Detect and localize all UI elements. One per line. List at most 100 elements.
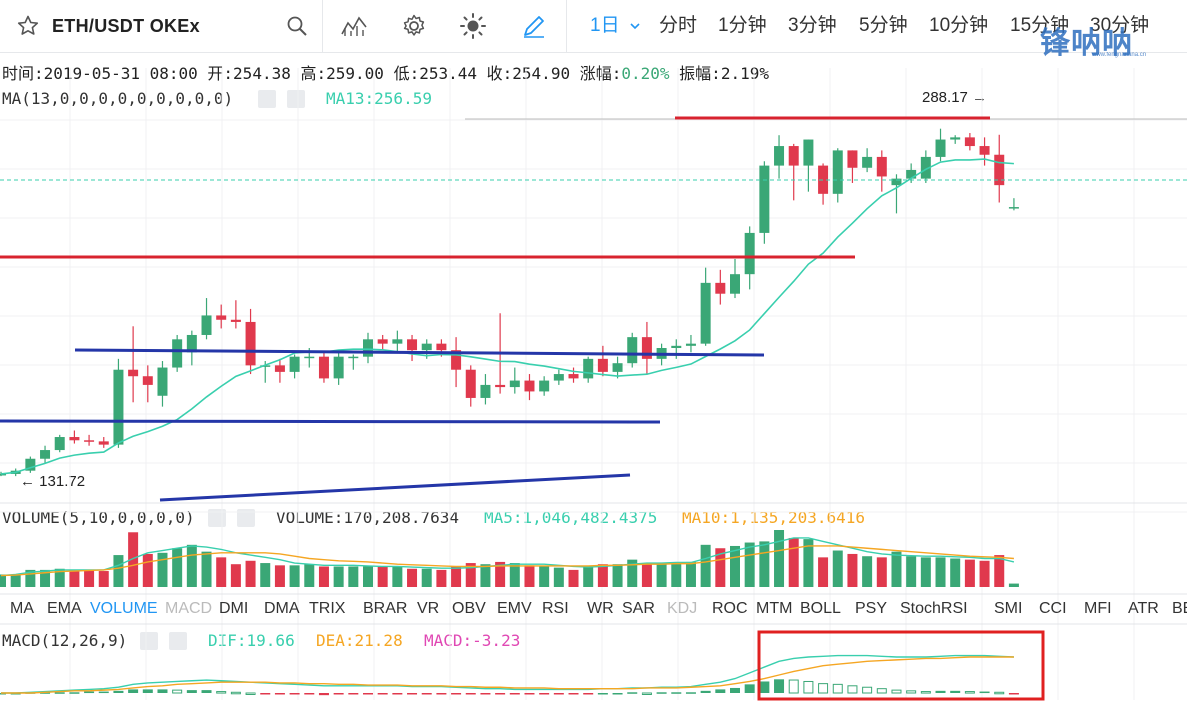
macd-close-icon[interactable] bbox=[169, 632, 187, 650]
macd-layer bbox=[0, 630, 1045, 701]
candle-body bbox=[553, 374, 564, 381]
macd-bar bbox=[480, 693, 491, 695]
volume-bar bbox=[480, 564, 491, 587]
tab-kdj[interactable]: KDJ bbox=[667, 600, 698, 617]
tab-emv[interactable]: EMV bbox=[497, 600, 532, 617]
interval-fenshi[interactable]: 分时 bbox=[659, 15, 698, 36]
macd-bar bbox=[113, 690, 124, 693]
macd-bar bbox=[671, 692, 682, 694]
interval-30min[interactable]: 30分钟 bbox=[1090, 15, 1150, 36]
settings-gear-icon[interactable] bbox=[401, 0, 427, 52]
candle-body bbox=[788, 146, 799, 166]
tab-cci[interactable]: CCI bbox=[1039, 600, 1067, 617]
candle-body bbox=[260, 365, 271, 367]
volume-bar bbox=[304, 564, 315, 587]
theme-sun-icon[interactable] bbox=[459, 0, 487, 52]
macd-bar bbox=[627, 692, 638, 694]
tab-atr[interactable]: ATR bbox=[1128, 600, 1159, 617]
tab-ema[interactable]: EMA bbox=[47, 600, 82, 617]
tab-dmi[interactable]: DMI bbox=[219, 600, 249, 617]
volume-bar bbox=[524, 565, 535, 587]
volume-bar bbox=[539, 566, 550, 587]
volume-bar bbox=[392, 566, 403, 587]
candle-body bbox=[583, 358, 594, 379]
macd-bar bbox=[583, 693, 594, 695]
volume-bar bbox=[245, 560, 256, 587]
volume-close-icon[interactable] bbox=[237, 509, 255, 527]
interval-5min[interactable]: 5分钟 bbox=[859, 15, 908, 36]
candlestick-chart[interactable] bbox=[0, 52, 1187, 702]
candle-body bbox=[0, 473, 6, 476]
macd-settings-gear-icon[interactable] bbox=[140, 632, 158, 650]
interval-1min[interactable]: 1分钟 bbox=[718, 15, 767, 36]
volume-bar bbox=[274, 565, 285, 587]
tab-mfi[interactable]: MFI bbox=[1084, 600, 1112, 617]
volume-bar bbox=[157, 552, 168, 587]
macd-bar bbox=[318, 693, 329, 696]
volume-bar bbox=[847, 553, 858, 587]
ma-settings-gear-icon[interactable] bbox=[258, 90, 276, 108]
volume-bar bbox=[333, 566, 344, 587]
volume-bar bbox=[862, 556, 873, 587]
interval-selector[interactable]: 1日 bbox=[590, 0, 641, 52]
tab-volume[interactable]: VOLUME bbox=[90, 600, 158, 617]
candle-body bbox=[803, 139, 814, 166]
macd-bar bbox=[201, 690, 212, 693]
macd-bar bbox=[685, 692, 696, 694]
candles-layer bbox=[0, 128, 1019, 477]
volume-bar bbox=[612, 564, 623, 587]
tab-rsi[interactable]: RSI bbox=[542, 600, 569, 617]
tab-be[interactable]: BE bbox=[1172, 600, 1187, 617]
macd-bar bbox=[568, 693, 579, 695]
macd-bar bbox=[730, 687, 740, 693]
tab-trix[interactable]: TRIX bbox=[309, 600, 346, 617]
interval-active-label[interactable]: 1日 bbox=[590, 15, 620, 36]
chevron-down-icon[interactable] bbox=[629, 21, 641, 31]
ma-close-icon[interactable] bbox=[287, 90, 305, 108]
macd-bar bbox=[421, 693, 432, 695]
ohlc-info-bar: 时间:2019-05-31 08:00 开:254.38 高:259.00 低:… bbox=[2, 60, 769, 84]
candle-body bbox=[40, 450, 51, 459]
indicator-chart-icon[interactable] bbox=[340, 0, 368, 52]
symbol-title[interactable]: ETH/USDT OKEx bbox=[52, 15, 200, 36]
tab-psy[interactable]: PSY bbox=[855, 600, 888, 617]
ma-legend-title[interactable]: MA(13,0,0,0,0,0,0,0,0,0) bbox=[2, 89, 234, 108]
candle-body bbox=[935, 139, 946, 157]
tab-wr[interactable]: WR bbox=[587, 600, 614, 617]
tab-brar[interactable]: BRAR bbox=[363, 600, 408, 617]
macd-bar bbox=[656, 692, 667, 694]
tab-ma[interactable]: MA bbox=[10, 600, 34, 617]
volume-bar bbox=[685, 561, 696, 587]
tab-sar[interactable]: SAR bbox=[622, 600, 655, 617]
low-label: 低: bbox=[393, 64, 420, 83]
tab-vr[interactable]: VR bbox=[417, 600, 440, 617]
volume-bar bbox=[172, 548, 183, 587]
macd-bar bbox=[465, 693, 476, 695]
macd-bar bbox=[84, 691, 95, 694]
interval-15min[interactable]: 15分钟 bbox=[1010, 15, 1070, 36]
volume-bar bbox=[451, 566, 462, 587]
tab-mtm[interactable]: MTM bbox=[756, 600, 793, 617]
tab-smi[interactable]: SMI bbox=[994, 600, 1023, 617]
macd-bar bbox=[524, 693, 535, 695]
macd-legend-title[interactable]: MACD(12,26,9) bbox=[2, 631, 128, 650]
tab-boll[interactable]: BOLL bbox=[800, 600, 841, 617]
draw-pen-icon[interactable] bbox=[521, 0, 547, 52]
high-label: 高: bbox=[300, 64, 327, 83]
tab-macd[interactable]: MACD bbox=[165, 600, 213, 617]
tab-stochrsi[interactable]: StochRSI bbox=[900, 600, 968, 617]
favorite-star-icon[interactable] bbox=[16, 0, 40, 52]
volume-bar bbox=[201, 551, 212, 587]
tab-obv[interactable]: OBV bbox=[452, 600, 486, 617]
volume-bar bbox=[553, 567, 564, 587]
interval-10min[interactable]: 10分钟 bbox=[929, 15, 989, 36]
candle-body bbox=[1008, 207, 1019, 209]
interval-3min[interactable]: 3分钟 bbox=[788, 15, 837, 36]
tab-roc[interactable]: ROC bbox=[712, 600, 748, 617]
ma13-line-layer bbox=[0, 158, 1014, 475]
candle-body bbox=[671, 345, 682, 348]
macd-bar bbox=[216, 691, 227, 694]
volume-bar bbox=[832, 550, 843, 587]
tab-dma[interactable]: DMA bbox=[264, 600, 300, 617]
search-icon[interactable] bbox=[286, 0, 308, 52]
